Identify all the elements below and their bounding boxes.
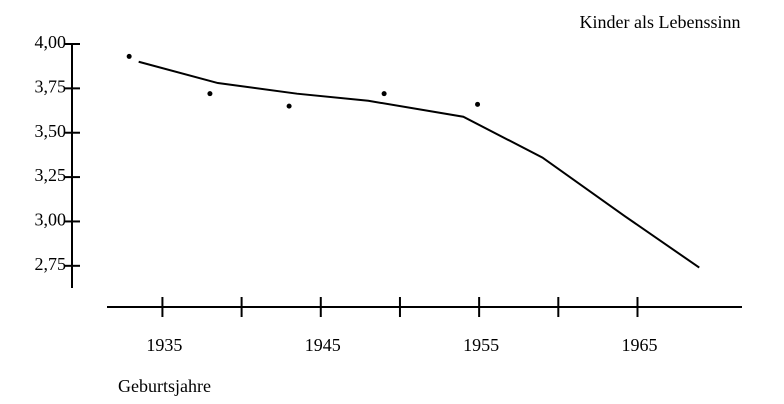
chart-title: Kinder als Lebenssinn [580, 12, 741, 32]
data-line [138, 60, 700, 269]
y-tick-label: 2,75 [35, 254, 67, 274]
x-tick-label: 1945 [305, 335, 341, 355]
data-point [126, 53, 132, 59]
y-tick-label: 3,00 [35, 210, 67, 230]
data-point [475, 101, 481, 107]
y-tick-label: 3,50 [35, 121, 67, 141]
x-axis-label: Geburtsjahre [118, 376, 211, 396]
y-tick-label: 4,00 [35, 32, 67, 52]
y-tick-label: 3,75 [35, 76, 67, 96]
x-tick-label: 1955 [463, 335, 499, 355]
data-point [286, 103, 292, 109]
data-point [207, 91, 213, 97]
x-tick-label: 1935 [146, 335, 182, 355]
y-tick-label: 3,25 [35, 165, 67, 185]
x-tick-label: 1965 [621, 335, 657, 355]
data-point [381, 91, 387, 97]
